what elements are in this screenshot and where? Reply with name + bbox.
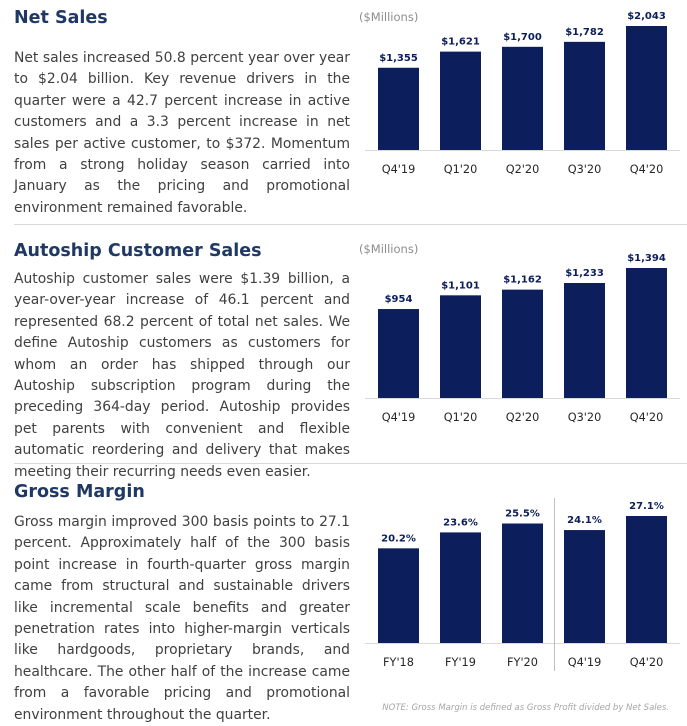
category-label: Q1'20 — [444, 163, 478, 176]
bar-q419 — [378, 309, 419, 398]
data-label: 23.6% — [443, 517, 478, 528]
category-label: Q1'20 — [444, 411, 478, 424]
data-label: $1,101 — [441, 280, 480, 291]
bar-q420 — [626, 516, 667, 643]
category-label: Q4'20 — [630, 411, 664, 424]
category-label: Q3'20 — [568, 411, 602, 424]
bar-q419 — [564, 530, 605, 643]
category-label: FY'18 — [383, 656, 414, 669]
data-label: 20.2% — [381, 533, 416, 544]
gross-margin-title: Gross Margin — [14, 482, 145, 502]
category-label: Q4'19 — [568, 656, 602, 669]
category-label: Q4'20 — [630, 163, 664, 176]
data-label: $2,043 — [627, 11, 666, 22]
data-label: 27.1% — [629, 501, 664, 512]
bar-q320 — [564, 283, 605, 398]
data-label: $1,621 — [441, 37, 480, 48]
bar-q120 — [440, 51, 481, 151]
bar-q420 — [626, 268, 667, 398]
bar-q320 — [564, 41, 605, 150]
section-divider-2 — [14, 463, 687, 464]
category-label: Q2'20 — [506, 163, 540, 176]
section-divider-1 — [14, 224, 687, 225]
category-label: Q4'19 — [382, 163, 416, 176]
gross-margin-paragraph: Gross margin improved 300 basis points t… — [14, 514, 350, 723]
data-label: 24.1% — [567, 515, 602, 526]
data-label: $1,162 — [503, 275, 542, 286]
category-label: Q3'20 — [568, 163, 602, 176]
autoship-paragraph: Autoship customer sales were $1.39 billi… — [14, 271, 350, 480]
bar-q419 — [378, 67, 419, 150]
data-label: $1,394 — [627, 253, 666, 264]
bar-q220 — [502, 289, 543, 398]
net-sales-title: Net Sales — [14, 8, 108, 28]
data-label: $1,782 — [565, 27, 604, 38]
category-label: Q4'20 — [630, 656, 664, 669]
category-label: FY'19 — [445, 656, 476, 669]
data-label: $1,355 — [379, 53, 418, 64]
bar-fy20 — [502, 523, 543, 643]
data-label: $954 — [385, 294, 413, 305]
data-label: 25.5% — [505, 508, 540, 519]
category-label: Q4'19 — [382, 411, 416, 424]
autoship-unit-label: ($Millions) — [359, 242, 419, 256]
footnote: NOTE: Gross Margin is defined as Gross P… — [382, 703, 669, 713]
net-sales-unit-label: ($Millions) — [359, 10, 419, 24]
bar-q120 — [440, 295, 481, 398]
data-label: $1,700 — [503, 32, 542, 43]
bar-fy19 — [440, 532, 481, 643]
autoship-title: Autoship Customer Sales — [14, 241, 262, 261]
bar-q220 — [502, 46, 543, 150]
gross-margin-chart: 20.2% FY'18 23.6% FY'19 25.5% FY'20 24.1% Q4'19… — [365, 498, 680, 671]
data-label: $1,233 — [565, 268, 604, 279]
category-label: Q2'20 — [506, 411, 540, 424]
category-label: FY'20 — [507, 656, 538, 669]
bar-q420 — [626, 26, 667, 150]
net-sales-chart: $1,355 Q4'19 $1,621 Q1'20 $1,700 Q2'20 $1,782 Q… — [365, 11, 680, 176]
net-sales-paragraph: Net sales increased 50.8 percent year ov… — [14, 50, 350, 216]
autoship-chart: $954 Q4'19 $1,101 Q1'20 $1,162 Q2'20 $1,233 Q3'… — [365, 253, 680, 424]
bar-fy18 — [378, 548, 419, 643]
